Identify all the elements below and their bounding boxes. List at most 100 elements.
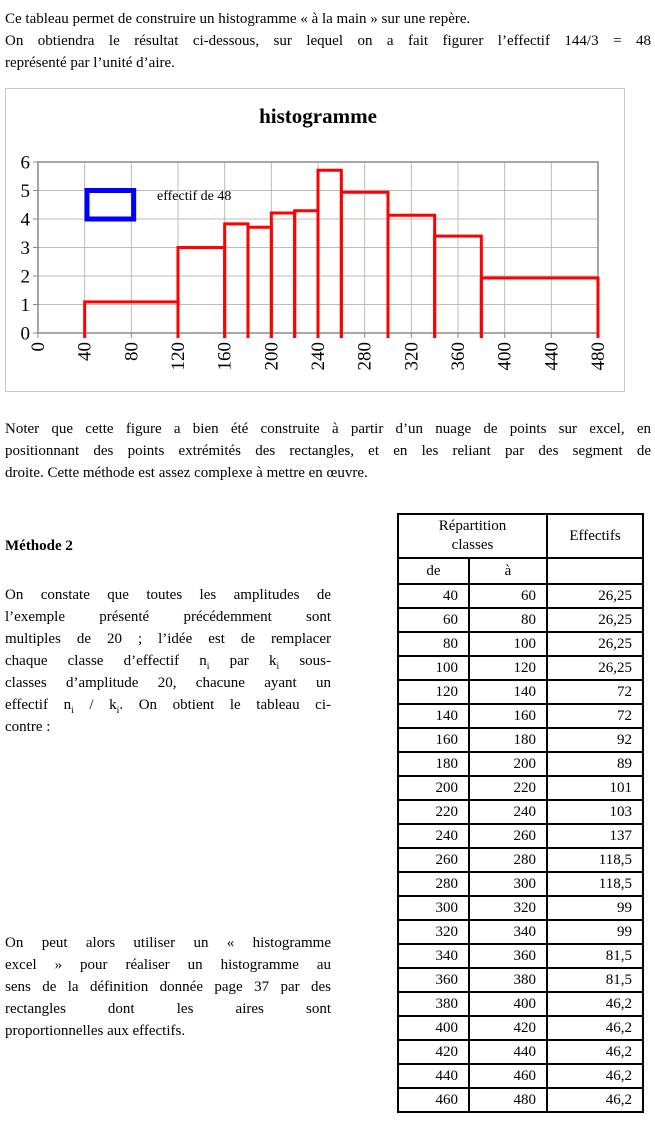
class-to-cell: 260 bbox=[468, 823, 548, 849]
table-subheader-row: de à bbox=[397, 557, 644, 585]
class-from-cell: 100 bbox=[397, 655, 470, 681]
effectif-cell: 103 bbox=[546, 799, 644, 825]
table-row: 400 420 46,2 bbox=[397, 1015, 644, 1041]
class-to-cell: 280 bbox=[468, 847, 548, 873]
effectif-cell: 99 bbox=[546, 895, 644, 921]
text-line: l’exemple présenté précédemment sont bbox=[5, 609, 331, 625]
header-repartition-classes: Répartition classes bbox=[397, 513, 548, 559]
class-from-cell: 140 bbox=[397, 703, 470, 729]
class-from-cell: 340 bbox=[397, 943, 470, 969]
table-row: 420 440 46,2 bbox=[397, 1039, 644, 1065]
effectif-cell: 92 bbox=[546, 727, 644, 753]
table-row: 80 100 26,25 bbox=[397, 631, 644, 657]
effectif-cell: 101 bbox=[546, 775, 644, 801]
effectif-cell: 26,25 bbox=[546, 631, 644, 657]
text-line: excel » pour réaliser un histogramme au bbox=[5, 957, 331, 973]
effectif-cell: 81,5 bbox=[546, 967, 644, 993]
table-row: 260 280 118,5 bbox=[397, 847, 644, 873]
x-axis-label: 40 bbox=[75, 342, 96, 361]
effectif-cell: 89 bbox=[546, 751, 644, 777]
effectif-cell: 72 bbox=[546, 703, 644, 729]
class-to-cell: 200 bbox=[468, 751, 548, 777]
class-from-cell: 440 bbox=[397, 1063, 470, 1089]
x-axis-label: 360 bbox=[448, 342, 469, 371]
intro-paragraph-2: On obtiendra le résultat ci-dessous, sur… bbox=[5, 30, 651, 74]
text-line: On peut alors utiliser un « histogramme bbox=[5, 935, 331, 951]
class-to-cell: 180 bbox=[468, 727, 548, 753]
y-axis-label: 5 bbox=[21, 181, 31, 202]
text-line: positionnant des points extrémités des r… bbox=[5, 443, 651, 459]
effectif-cell: 81,5 bbox=[546, 943, 644, 969]
effectif-cell: 46,2 bbox=[546, 1039, 644, 1065]
class-to-cell: 100 bbox=[468, 631, 548, 657]
table-row: 100 120 26,25 bbox=[397, 655, 644, 681]
table-row: 160 180 92 bbox=[397, 727, 644, 753]
methode2-heading: Méthode 2 bbox=[5, 538, 73, 554]
intro-paragraph-1: Ce tableau permet de construire un histo… bbox=[5, 8, 651, 30]
histogram-bar bbox=[176, 246, 227, 338]
x-axis-label: 120 bbox=[168, 342, 189, 371]
effectif-cell: 26,25 bbox=[546, 655, 644, 681]
class-to-cell: 160 bbox=[468, 703, 548, 729]
x-axis-label: 160 bbox=[215, 342, 236, 371]
class-from-cell: 160 bbox=[397, 727, 470, 753]
class-to-cell: 320 bbox=[468, 895, 548, 921]
class-from-cell: 200 bbox=[397, 775, 470, 801]
text-segment: / k bbox=[73, 697, 117, 713]
x-axis-label: 400 bbox=[495, 342, 516, 371]
text-line: contre : bbox=[5, 719, 51, 735]
class-from-cell: 180 bbox=[397, 751, 470, 777]
text-segment: chaque classe d’effectif n bbox=[5, 653, 207, 669]
table-row: 380 400 46,2 bbox=[397, 991, 644, 1017]
class-to-cell: 240 bbox=[468, 799, 548, 825]
effectif-cell: 99 bbox=[546, 919, 644, 945]
class-from-cell: 240 bbox=[397, 823, 470, 849]
text-line: On obtiendra le résultat ci-dessous, sur… bbox=[5, 33, 651, 49]
class-to-cell: 420 bbox=[468, 1015, 548, 1041]
class-to-cell: 460 bbox=[468, 1063, 548, 1089]
text-line: Noter que cette figure a bien été constr… bbox=[5, 421, 651, 437]
chart-title: histogramme bbox=[259, 104, 377, 128]
class-from-cell: 120 bbox=[397, 679, 470, 705]
text-segment: effectif n bbox=[5, 697, 72, 713]
class-from-cell: 80 bbox=[397, 631, 470, 657]
effectif-cell: 46,2 bbox=[546, 1015, 644, 1041]
subscript-text: i bbox=[276, 661, 280, 672]
table-row: 340 360 81,5 bbox=[397, 943, 644, 969]
histogram-bar bbox=[316, 168, 343, 338]
text-line: classes d’amplitude 20, chacune ayant un bbox=[5, 675, 331, 691]
text-line: proportionnelles aux effectifs. bbox=[5, 1023, 186, 1039]
table-row: 60 80 26,25 bbox=[397, 607, 644, 633]
x-axis-label: 80 bbox=[121, 342, 142, 361]
effectif-cell: 46,2 bbox=[546, 1087, 644, 1113]
histogram-bar bbox=[246, 225, 273, 338]
x-axis-label: 480 bbox=[588, 342, 609, 371]
text-segment: . On obtient le tableau ci- bbox=[119, 697, 331, 713]
table-row: 280 300 118,5 bbox=[397, 871, 644, 897]
class-from-cell: 460 bbox=[397, 1087, 470, 1113]
effectif-cell: 118,5 bbox=[546, 847, 644, 873]
subscript-text: i bbox=[71, 705, 74, 716]
text-line: droite. Cette méthode est assez complexe… bbox=[5, 465, 368, 481]
text-line: On constate que toutes les amplitudes de bbox=[5, 587, 331, 603]
legend-box bbox=[84, 188, 137, 222]
class-to-cell: 340 bbox=[468, 919, 548, 945]
table-row: 200 220 101 bbox=[397, 775, 644, 801]
table-row: 360 380 81,5 bbox=[397, 967, 644, 993]
x-axis-label: 320 bbox=[401, 342, 422, 371]
class-from-cell: 380 bbox=[397, 991, 470, 1017]
class-to-cell: 400 bbox=[468, 991, 548, 1017]
table-row: 40 60 26,25 bbox=[397, 583, 644, 609]
class-to-cell: 120 bbox=[468, 655, 548, 681]
y-axis-label: 0 bbox=[21, 324, 31, 345]
x-axis-label: 0 bbox=[28, 342, 49, 352]
y-axis-label: 2 bbox=[21, 267, 31, 288]
subscript-text: i bbox=[116, 705, 120, 716]
class-from-cell: 280 bbox=[397, 871, 470, 897]
text-line: multiples de 20 ; l’idée est de remplace… bbox=[5, 631, 331, 647]
effectif-cell: 137 bbox=[546, 823, 644, 849]
table-row: 320 340 99 bbox=[397, 919, 644, 945]
table-header-row: Répartition classes Effectifs bbox=[397, 513, 644, 559]
subscript-text: i bbox=[206, 661, 210, 672]
class-from-cell: 400 bbox=[397, 1015, 470, 1041]
